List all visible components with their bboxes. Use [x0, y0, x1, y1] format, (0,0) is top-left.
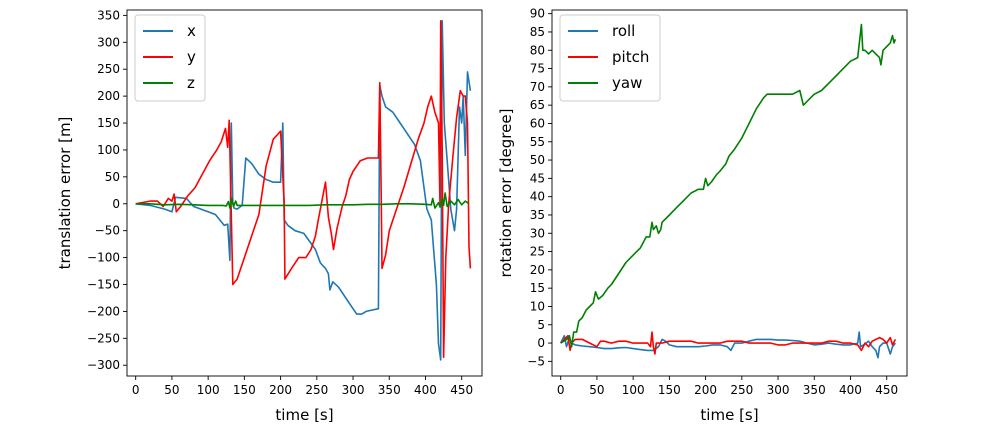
y-tick-label: 150 [97, 116, 120, 130]
series-line-y [135, 20, 472, 358]
legend-label-pitch: pitch [612, 48, 649, 66]
translation-error-chart: 0 50 100 150 200 250 300 350 400 450 −300 −250 −200 −… [56, 8, 483, 424]
x-tick-label: 400 [414, 383, 437, 397]
y-tick-label: −200 [87, 304, 120, 318]
x-tick-label: 50 [164, 383, 179, 397]
x-tick-label: 300 [767, 383, 790, 397]
y-tick-label: −100 [87, 251, 120, 265]
y-axis-label: rotation error [degree] [497, 109, 515, 278]
y-tick-label: −250 [87, 331, 120, 345]
y-tick-label: 45 [530, 171, 545, 185]
y-tick-label: 0 [537, 336, 545, 350]
y-tick-label: 35 [530, 208, 545, 222]
series-line-z [135, 192, 470, 209]
y-tick-label: 60 [530, 116, 545, 130]
y-tick-label: 350 [97, 8, 120, 22]
series-line-pitch [560, 331, 897, 355]
legend-label-x: x [187, 22, 196, 40]
x-axis-label: time [s] [275, 406, 333, 424]
y-tick-label: −5 [527, 354, 545, 368]
x-tick-label: 450 [875, 383, 898, 397]
y-axis-label: translation error [m] [56, 117, 74, 270]
legend-label-y: y [187, 48, 196, 66]
y-tick-label: 50 [530, 153, 545, 167]
y-tick-label: 85 [530, 25, 545, 39]
legend-label-yaw: yaw [612, 74, 642, 92]
y-tick-label: 20 [530, 263, 545, 277]
y-tick-label: 200 [97, 89, 120, 103]
series-line-roll [559, 331, 897, 359]
rotation-error-chart: 0 50 100 150 200 250 300 350 400 450 −5 0 5 10 15 20 25 3… [497, 7, 908, 424]
y-tick-label: 10 [530, 299, 545, 313]
y-tick-label: 70 [530, 80, 545, 94]
x-axis-label: time [s] [700, 406, 758, 424]
plot-frame [126, 9, 483, 377]
x-tick-label: 150 [233, 383, 256, 397]
legend: xyz [134, 14, 206, 102]
y-tick-label: 40 [530, 190, 545, 204]
y-tick-label: 5 [537, 318, 545, 332]
plot-frame [551, 9, 908, 377]
x-tick-label: 150 [658, 383, 681, 397]
legend: roll pitch yaw [559, 14, 661, 102]
y-tick-label: 75 [530, 62, 545, 76]
x-tick-label: 100 [622, 383, 645, 397]
y-tick-label: −300 [87, 358, 120, 372]
x-tick-label: 50 [589, 383, 604, 397]
x-tick-label: 450 [450, 383, 473, 397]
y-tick-label: −50 [95, 224, 120, 238]
x-tick-label: 100 [197, 383, 220, 397]
y-tick-label: 80 [530, 43, 545, 57]
legend-label-roll: roll [612, 22, 635, 40]
y-tick-label: 15 [530, 281, 545, 295]
x-tick-label: 350 [378, 383, 401, 397]
x-tick-label: 350 [803, 383, 826, 397]
y-tick-label: 100 [97, 143, 120, 157]
y-tick-label: 0 [112, 197, 120, 211]
x-tick-label: 200 [269, 383, 292, 397]
x-tick-label: 0 [132, 383, 140, 397]
x-tick-label: 250 [730, 383, 753, 397]
y-tick-label: 300 [97, 35, 120, 49]
x-tick-label: 0 [557, 383, 565, 397]
series-line-yaw [560, 23, 897, 348]
x-tick-label: 300 [342, 383, 365, 397]
x-tick-label: 250 [305, 383, 328, 397]
y-tick-label: 50 [105, 170, 120, 184]
y-tick-label: 250 [97, 62, 120, 76]
y-tick-label: 25 [530, 245, 545, 259]
y-tick-label: 30 [530, 226, 545, 240]
x-tick-label: 200 [694, 383, 717, 397]
y-tick-label: 65 [530, 98, 545, 112]
y-tick-label: 90 [530, 7, 545, 21]
y-tick-label: −150 [87, 278, 120, 292]
legend-box [559, 14, 661, 102]
legend-label-z: z [187, 74, 195, 92]
y-tick-label: 55 [530, 135, 545, 149]
x-tick-label: 400 [839, 383, 862, 397]
